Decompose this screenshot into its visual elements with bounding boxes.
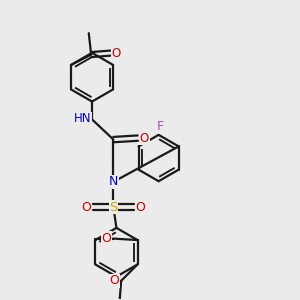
Text: O: O [102, 232, 112, 245]
Text: O: O [140, 132, 149, 145]
Text: F: F [157, 120, 164, 133]
Text: O: O [82, 201, 91, 214]
Text: O: O [112, 46, 121, 60]
Text: N: N [109, 175, 118, 188]
Text: O: O [110, 274, 120, 287]
Text: O: O [136, 201, 146, 214]
Text: HN: HN [74, 112, 91, 125]
Text: S: S [109, 201, 118, 214]
